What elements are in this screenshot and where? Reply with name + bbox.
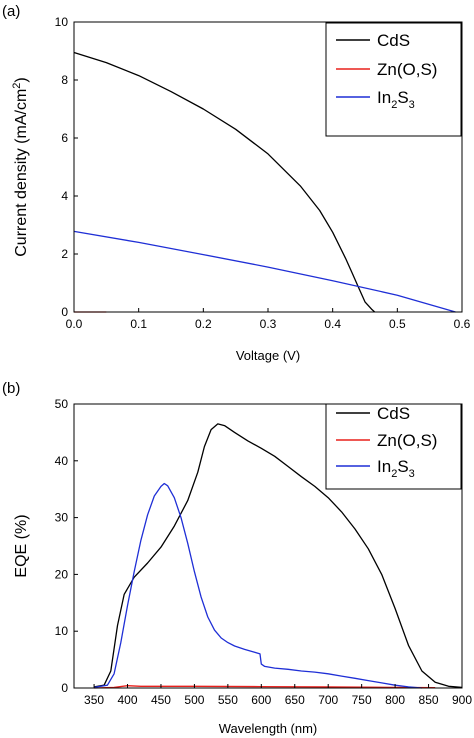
panel-b-x-tick-label: 700 [318, 693, 338, 707]
panel-a-legend-label-cds: CdS [377, 31, 410, 50]
panel-a-legend-label-in2s3-in: In [377, 88, 391, 107]
panel-a-series-line-cds [73, 51, 376, 313]
panel-a-x-tick-label: 0.4 [324, 317, 341, 331]
panel-a-y-axis-title-main: Current density (mA/cm [13, 89, 30, 257]
panel-b-legend-label-zn-o-s: Zn(O,S) [377, 431, 437, 450]
panel-a-label: (a) [2, 3, 20, 20]
panel-a-x-tick-label: 0.5 [389, 317, 406, 331]
panel-b-x-tick-label: 450 [151, 693, 171, 707]
panel-b-y-tick-label: 20 [55, 567, 69, 581]
panel-b-y-tick-label: 0 [61, 681, 68, 695]
panel-a-series-line-in2s3 [73, 230, 456, 313]
panel-a-y-tick-label: 8 [61, 73, 68, 87]
panel-b-x-tick-label: 550 [218, 693, 238, 707]
panel-b-x-tick-label: 800 [385, 693, 405, 707]
panel-a-legend-label-in2s3-sub1: 2 [391, 99, 397, 111]
panel-a-y-tick-label: 2 [61, 247, 68, 261]
panel-b-x-tick-label: 350 [84, 693, 104, 707]
panel-b-x-tick-label: 400 [118, 693, 138, 707]
panel-b-legend-box [325, 403, 462, 490]
panel-a-x-tick-label: 0.1 [130, 317, 147, 331]
panel-a-y-axis-title: Current density (mA/cm2) [11, 77, 30, 257]
panel-a-axes: 0.0 0.1 0.2 0.3 0.4 0.5 0.6 0 2 4 6 8 10 [55, 15, 471, 331]
panel-b-x-axis-title: Wavelength (nm) [219, 721, 318, 736]
panel-b-x-tick-label: 500 [184, 693, 204, 707]
panel-a-x-axis-title: Voltage (V) [236, 348, 300, 363]
panel-a-x-tick-label: 0.0 [66, 317, 83, 331]
panel-a-y-tick-label: 6 [61, 131, 68, 145]
panel-b-legend-label-in2s3-s: S [397, 457, 408, 476]
panel-b-legend-label-in2s3-sub2: 3 [409, 468, 415, 480]
panel-b-series-line-in2s3 [93, 482, 422, 689]
panel-b-y-tick-label: 10 [55, 624, 69, 638]
panel-a-legend: CdS Zn(O,S) In2S3 [325, 22, 462, 137]
panel-b-x-tick-label: 600 [251, 693, 271, 707]
panel-b-axes: 350 400 450 500 550 600 650 700 750 800 850 9000102… [55, 397, 473, 707]
panel-a-y-tick-label: 0 [61, 305, 68, 319]
panel-b-y-tick-label: 40 [55, 454, 69, 468]
panel-a-x-tick-label: 0.2 [195, 317, 212, 331]
panel-b-series-line-cds [93, 423, 463, 689]
panel-b-x-tick-label: 650 [285, 693, 305, 707]
panel-b-y-axis-title: EQE (%) [13, 514, 30, 577]
panel-a-y-tick-label: 10 [55, 15, 69, 29]
panel-b-legend-label-cds: CdS [377, 404, 410, 423]
panel-b-legend: CdS Zn(O,S) In2S3 [325, 403, 462, 490]
panel-b-x-tick-label: 900 [452, 693, 472, 707]
panel-a-x-tick-label: 0.6 [454, 317, 471, 331]
panel-b-legend-label-in2s3-in: In [377, 457, 391, 476]
panel-b-y-tick-label: 50 [55, 397, 69, 411]
panel-a: (a) 0.0 0.1 0.2 0.3 0.4 0.5 0.6 0 2 4 6 8 10 Voltage… [2, 3, 471, 363]
panel-b: (b) 350 400 450 500 550 600 650 700 750 800 850 900… [2, 380, 472, 736]
panel-a-legend-label-in2s3-sub2: 3 [409, 99, 415, 111]
panel-a-legend-label-zn-o-s: Zn(O,S) [377, 60, 437, 79]
panel-a-y-axis-title-close: ) [13, 77, 30, 82]
panel-a-legend-label-in2s3-s: S [397, 88, 408, 107]
panel-a-legend-label-in2s3: In2S3 [377, 88, 415, 111]
panel-b-legend-label-in2s3-sub1: 2 [391, 468, 397, 480]
panel-a-x-tick-label: 0.3 [260, 317, 277, 331]
panel-b-label: (b) [2, 380, 20, 397]
panel-b-legend-label-in2s3: In2S3 [377, 457, 415, 480]
panel-b-y-tick-label: 30 [55, 511, 69, 525]
panel-a-y-tick-label: 4 [61, 189, 68, 203]
panel-b-plot-frame [73, 403, 463, 689]
panel-a-legend-box [325, 22, 462, 137]
panel-b-x-tick-label: 850 [419, 693, 439, 707]
panel-a-y-axis-title-sup: 2 [11, 83, 23, 89]
panel-b-x-tick-label: 750 [352, 693, 372, 707]
